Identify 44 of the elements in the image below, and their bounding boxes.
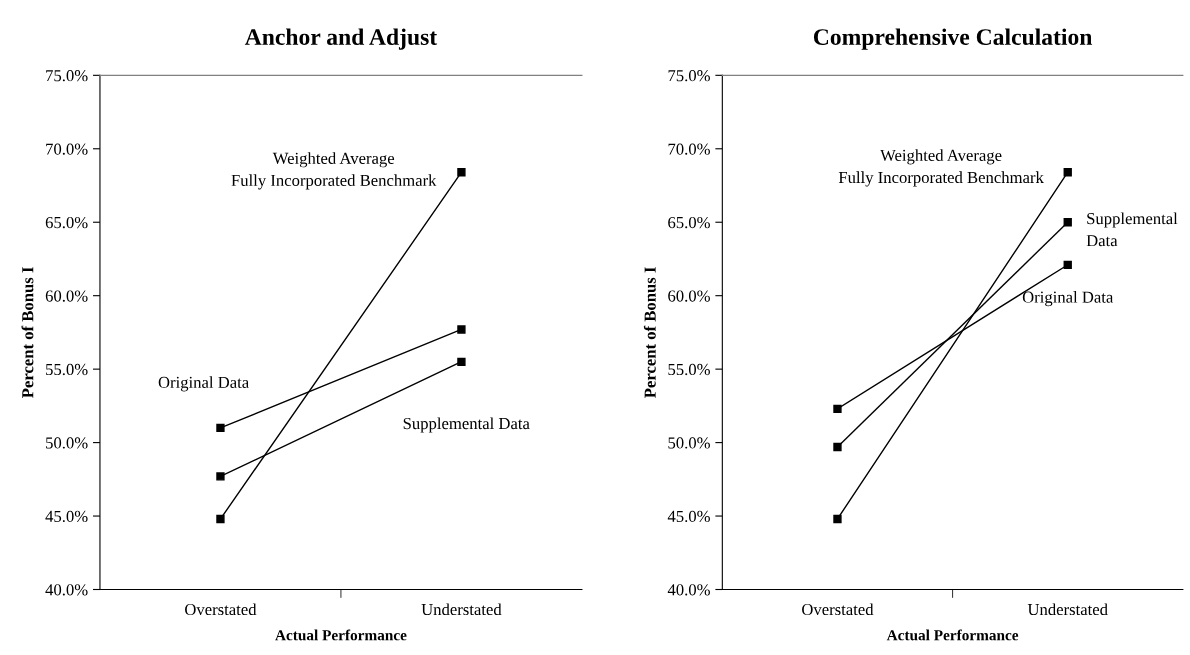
y-axis-title: Percent of Bonus I <box>643 267 656 398</box>
y-tick-label: 55.0% <box>668 363 710 376</box>
y-tick-label: 70.0% <box>668 143 710 155</box>
y-tick-label: 60.0% <box>668 290 710 302</box>
y-tick-label: 40.0% <box>667 584 710 596</box>
x-tick-label: Understated <box>1027 603 1108 616</box>
y-tick-label: 65.0% <box>45 216 88 229</box>
point <box>457 357 466 366</box>
series-label: Original Data <box>1022 291 1114 307</box>
point <box>216 423 225 433</box>
chart-title: Anchor and Adjust <box>244 28 438 50</box>
point <box>833 442 842 452</box>
series-label: Weighted Average Fully Incorporated Benchmark <box>231 152 437 190</box>
y-tick-label: 75.0% <box>46 70 88 82</box>
x-tick-label: Understated <box>421 603 502 616</box>
y-axis-title: Percent of Bonus I <box>21 267 34 398</box>
y-tick-label: 45.0% <box>667 510 710 523</box>
x-tick-label: Overstated <box>185 603 257 616</box>
x-tick-label: Overstated <box>802 603 874 616</box>
series-label: Supplemental Data <box>1086 212 1178 247</box>
point <box>1063 218 1072 227</box>
point <box>833 404 842 413</box>
y-tick-label: 45.0% <box>45 510 88 523</box>
x-axis-title: Actual Performance <box>886 629 1019 641</box>
point <box>1063 260 1072 270</box>
point <box>216 472 225 481</box>
point <box>216 514 225 524</box>
point <box>457 325 466 334</box>
x-axis-title: Actual Performance <box>275 629 407 641</box>
chart-title: Comprehensive Calculation <box>813 28 1093 50</box>
y-tick-label: 70.0% <box>46 143 88 155</box>
point <box>833 514 842 524</box>
y-tick-label: 40.0% <box>45 584 88 596</box>
y-tick-label: 50.0% <box>668 437 710 449</box>
point <box>1063 168 1072 177</box>
y-tick-label: 50.0% <box>46 437 88 449</box>
series-label: Original Data <box>158 376 249 392</box>
y-tick-label: 55.0% <box>46 363 88 376</box>
y-tick-label: 75.0% <box>668 70 710 82</box>
series-label: Weighted Average Fully Incorporated Benchmark <box>838 149 1044 187</box>
y-tick-label: 60.0% <box>45 290 88 302</box>
point <box>457 168 466 177</box>
y-tick-label: 65.0% <box>668 216 710 229</box>
series-label: Supplemental Data <box>403 417 530 433</box>
